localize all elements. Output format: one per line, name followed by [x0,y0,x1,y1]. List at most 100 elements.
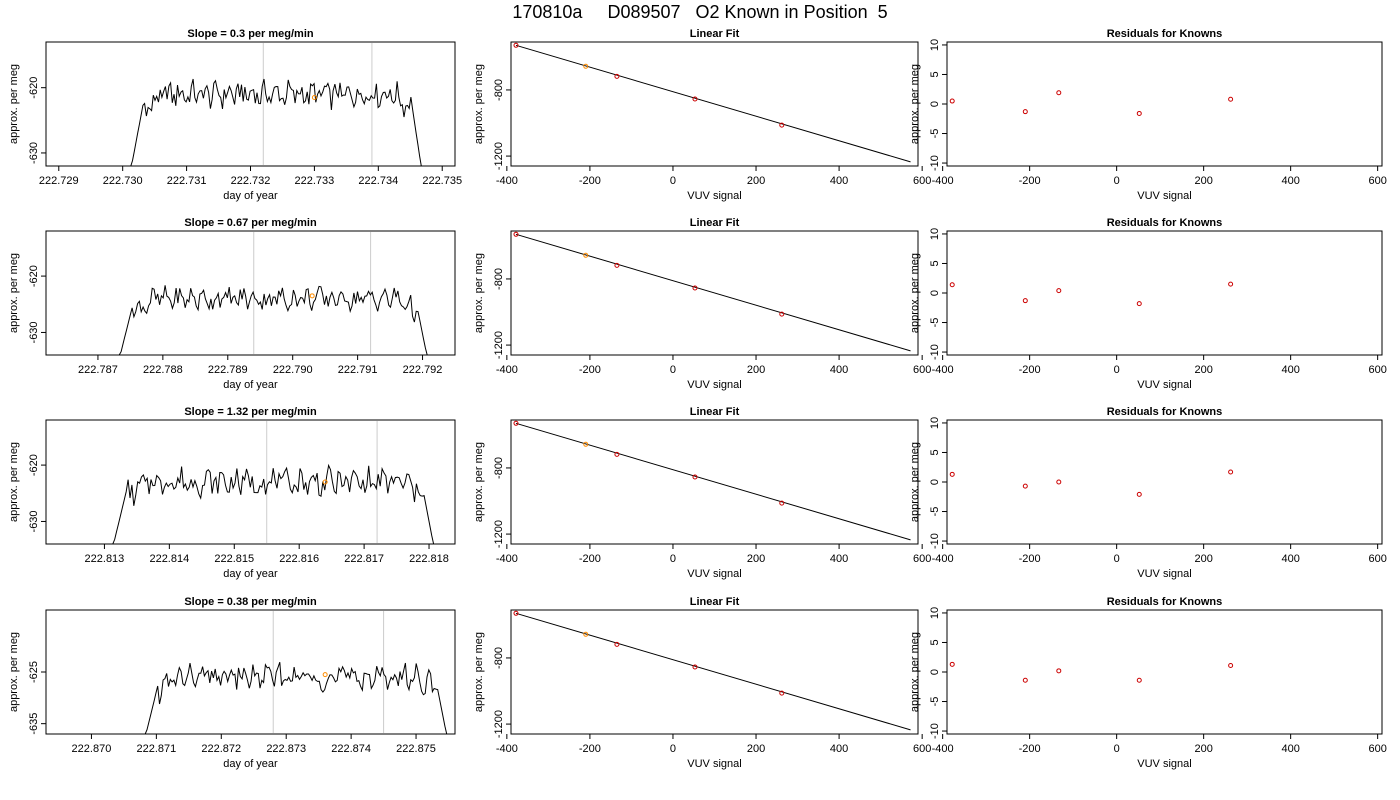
r3c3-x-tick-label: 200 [1194,553,1212,565]
r4c3-y-tick-label: 10 [929,607,941,619]
r2c2-x-axis-label: VUV signal [687,379,741,391]
r3c3-y-tick-label: -5 [929,507,941,517]
r4c1-signal-trace [143,662,449,735]
r4c2-data-point [692,664,698,670]
r2c1-x-tick-label: 222.789 [208,364,248,376]
r3c2-data-point [692,474,698,480]
r1c2-x-tick-label: 0 [670,175,676,187]
r2c1-x-tick-label: 222.788 [143,364,183,376]
r3c3-data-point [1136,491,1142,497]
r1c1-x-tick-label: 222.735 [422,175,462,187]
r2c3-plot-frame [946,230,1383,356]
r4c1-plot-title: Slope = 0.38 per meg/min [184,596,317,608]
r2c1-x-tick-label: 222.791 [338,364,378,376]
r2c2-y-tick-label: -1200 [493,331,505,359]
r3c1-signal-trace [110,463,436,545]
r4c2-x-tick-label: 600 [913,743,931,755]
r3c3-y-axis-label: approx. per meg [909,442,921,522]
r2c3-x-tick-label: 600 [1368,364,1386,376]
r1c3-x-tick-label: 0 [1114,175,1120,187]
r3c1-x-axis-label: day of year [223,568,278,580]
r4c3-y-tick-label: 5 [929,639,941,645]
r2c3-x-tick-label: -400 [932,364,954,376]
r3c2-x-axis-label: VUV signal [687,568,741,580]
r1c1-x-tick-label: 222.733 [295,175,335,187]
r2c3-x-axis-label: VUV signal [1137,379,1191,391]
r2c1-x-tick-label: 222.787 [78,364,118,376]
r4c1-x-tick-label: 222.871 [136,743,176,755]
r1c3-data-point [1022,109,1028,115]
r3c3-data-point [949,471,955,477]
r1c1-y-tick-label: -620 [28,77,40,99]
r1c1-plot-title: Slope = 0.3 per meg/min [187,28,314,40]
r2c3-x-tick-label: -200 [1019,364,1041,376]
r4c2-y-axis-label: approx. per meg [473,632,485,712]
r3c1-plot-frame [45,419,456,545]
r2c1-y-tick-label: -620 [28,265,40,287]
r1c2-x-tick-label: -200 [579,175,601,187]
r4c2-highlight-point [583,631,589,637]
r1c2-data-point [692,96,698,102]
r4c1-x-tick-label: 222.870 [72,743,112,755]
r2c1-plot-title: Slope = 0.67 per meg/min [184,217,317,229]
r3c3-plot-frame [946,419,1383,545]
r1c3-y-axis-label: approx. per meg [909,64,921,144]
r1c2-y-tick-label: -1200 [493,142,505,170]
r1c2-highlight-point [583,63,589,69]
r1c2-x-axis-label: VUV signal [687,190,741,202]
r2c3-y-axis-label: approx. per meg [909,253,921,333]
r1c1-plot-frame [45,41,456,167]
r1c3-y-tick-label: 0 [929,101,941,107]
r2c1-x-tick-label: 222.790 [273,364,313,376]
r4c2-data-point [779,690,785,696]
r2c3-plot-title: Residuals for Knowns [1107,217,1223,229]
r3c3-x-tick-label: -200 [1019,553,1041,565]
r1c1-x-tick-label: 222.731 [167,175,207,187]
r2c3-x-tick-label: 400 [1281,364,1299,376]
r3c3-x-tick-label: 0 [1114,553,1120,565]
r2c3-data-point [1136,301,1142,307]
r1c2-plot-title: Linear Fit [690,28,740,40]
r2c3-data-point [1228,281,1234,287]
r1c2-x-tick-label: 400 [830,175,848,187]
r1c1-y-tick-label: -630 [28,142,40,164]
r4c3-plot-title: Residuals for Knowns [1107,596,1223,608]
r3c1-x-tick-label: 222.813 [85,553,125,565]
r3c3-y-tick-label: 5 [929,449,941,455]
r4c1-plot-frame [45,609,456,735]
r3c1-x-tick-label: 222.817 [344,553,384,565]
r3c1-x-tick-label: 222.815 [214,553,254,565]
r1c2-data-point [779,122,785,128]
r4c3-plot-frame [946,609,1383,735]
r4c1-y-axis-label: approx. per meg [8,632,20,712]
r2c2-plot-title: Linear Fit [690,217,740,229]
r4c3-x-tick-label: 0 [1114,743,1120,755]
r3c1-x-tick-label: 222.818 [409,553,449,565]
r4c2-x-tick-label: 200 [747,743,765,755]
r2c2-x-tick-label: 400 [830,364,848,376]
r3c1-highlight-point [322,479,328,485]
r2c2-data-point [614,262,620,268]
r4c2-x-tick-label: -400 [496,743,518,755]
r1c2-y-axis-label: approx. per meg [473,64,485,144]
r3c2-data-point [513,420,519,426]
r3c2-x-tick-label: -400 [496,553,518,565]
r3c2-plot-frame [510,419,919,545]
r1c3-y-tick-label: 10 [929,39,941,51]
r4c2-x-tick-label: 0 [670,743,676,755]
r4c3-data-point [1056,668,1062,674]
r1c1-x-tick-label: 222.732 [231,175,271,187]
r3c2-x-tick-label: -200 [579,553,601,565]
r1c3-plot-frame [946,41,1383,167]
r2c2-plot-frame [510,230,919,356]
r1c1-y-axis-label: approx. per meg [8,64,20,144]
r2c2-highlight-point [583,252,589,258]
r3c3-data-point [1056,479,1062,485]
r4c3-y-tick-label: -5 [929,697,941,707]
r4c2-x-axis-label: VUV signal [687,758,741,770]
r2c2-x-tick-label: -200 [579,364,601,376]
r1c1-x-tick-label: 222.729 [39,175,79,187]
r4c1-x-tick-label: 222.875 [396,743,436,755]
r1c2-plot-frame [510,41,919,167]
